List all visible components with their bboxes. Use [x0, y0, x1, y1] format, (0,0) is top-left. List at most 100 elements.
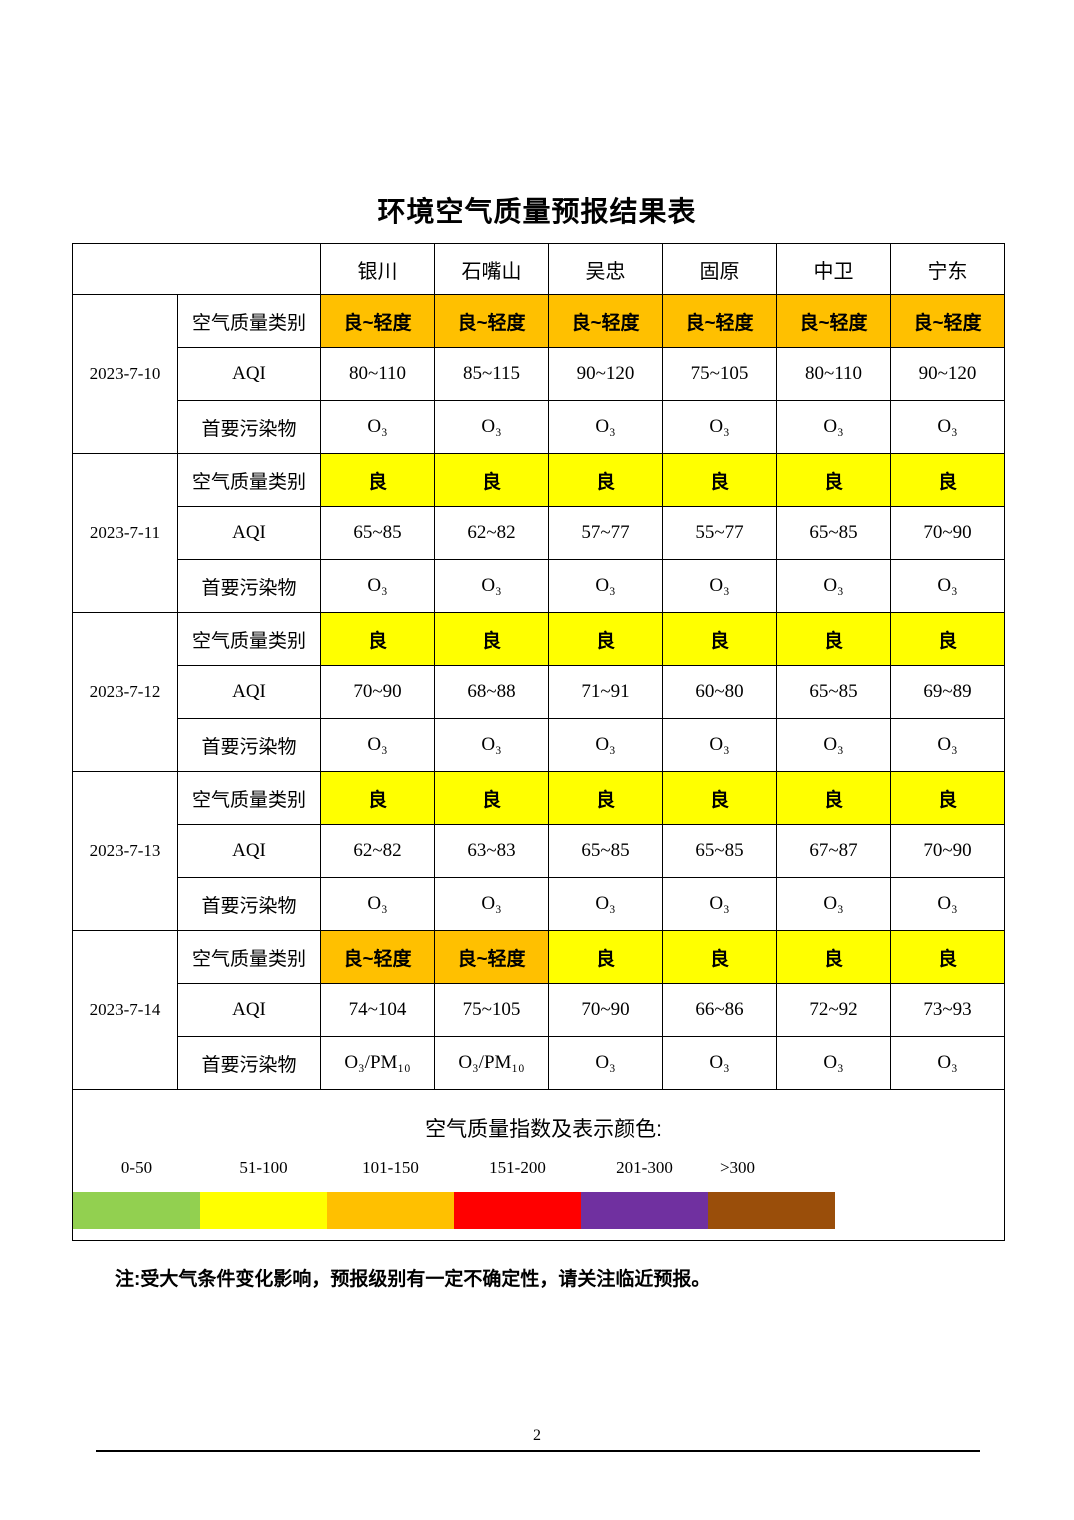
aqi-cell: 69~89: [890, 665, 1005, 719]
pollutant-cell: O₃: [890, 877, 1005, 931]
forecast-note: 注:受大气条件变化影响，预报级别有一定不确定性，请关注临近预报。: [115, 1269, 711, 1290]
pollutant-row: 首要污染物 O₃/PM₁₀ O₃/PM₁₀ O₃ O₃ O₃ O₃: [73, 1036, 1005, 1090]
row-label-aqi: AQI: [177, 506, 321, 560]
row-label-aqi: AQI: [177, 347, 321, 401]
row-label-pollutant: 首要污染物: [177, 1036, 321, 1090]
date-cell: 2023-7-14: [72, 930, 178, 1090]
category-cell: 良: [662, 453, 777, 507]
category-row: 2023-7-11 空气质量类别 良 良 良 良 良 良: [72, 453, 1005, 613]
aqi-row: AQI 62~82 63~83 65~85 65~85 67~87 70~90: [73, 824, 1005, 878]
category-cell: 良: [890, 771, 1005, 825]
pollutant-cell: O₃: [890, 559, 1005, 613]
city-header-shizuishan: 石嘴山: [434, 243, 549, 295]
pollutant-cell: O₃/PM₁₀: [320, 1036, 435, 1090]
pollutant-row: 首要污染物 O₃ O₃ O₃ O₃ O₃ O₃: [73, 559, 1005, 613]
row-label-category: 空气质量类别: [177, 294, 321, 348]
aqi-cell: 90~120: [890, 347, 1005, 401]
category-cell: 良: [320, 771, 435, 825]
pollutant-cell: O₃: [662, 877, 777, 931]
city-header-ningdong: 宁东: [890, 243, 1005, 295]
row-label-pollutant: 首要污染物: [177, 877, 321, 931]
aqi-cell: 66~86: [662, 983, 777, 1037]
pollutant-cell: O₃: [548, 1036, 663, 1090]
row-label-aqi: AQI: [177, 983, 321, 1037]
pollutant-cell: O₃: [890, 400, 1005, 454]
pollutant-row: 首要污染物 O₃ O₃ O₃ O₃ O₃ O₃: [73, 718, 1005, 772]
legend-range-label: >300: [719, 1158, 756, 1177]
pollutant-cell: O₃: [320, 718, 435, 772]
category-cell: 良~轻度: [434, 294, 549, 348]
pollutant-cell: O₃: [662, 400, 777, 454]
category-cell: 良: [890, 930, 1005, 984]
page-number: 2: [533, 1427, 541, 1444]
pollutant-cell: O₃: [434, 400, 549, 454]
legend-heading: 空气质量指数及表示颜色:: [425, 1118, 662, 1141]
category-cell: 良: [890, 453, 1005, 507]
pollutant-cell: O₃: [548, 559, 663, 613]
row-label-pollutant: 首要污染物: [177, 559, 321, 613]
row-label-aqi: AQI: [177, 824, 321, 878]
category-cell: 良: [776, 771, 891, 825]
category-cell: 良~轻度: [890, 294, 1005, 348]
corner-cell: [72, 243, 321, 295]
aqi-color-swatch-yellow: [200, 1192, 327, 1229]
aqi-legend: 空气质量指数及表示颜色: 0-50 51-100 101-150 151-200…: [72, 1089, 1005, 1241]
pollutant-row: 首要污染物 O₃ O₃ O₃ O₃ O₃ O₃: [73, 400, 1005, 454]
pollutant-cell: O₃: [662, 559, 777, 613]
category-cell: 良~轻度: [776, 294, 891, 348]
category-cell: 良: [548, 930, 663, 984]
aqi-color-swatch-orange: [327, 1192, 454, 1229]
aqi-cell: 57~77: [548, 506, 663, 560]
row-label-category: 空气质量类别: [177, 930, 321, 984]
aqi-color-swatch-green: [73, 1192, 200, 1229]
aqi-cell: 68~88: [434, 665, 549, 719]
aqi-cell: 85~115: [434, 347, 549, 401]
row-label-pollutant: 首要污染物: [177, 400, 321, 454]
aqi-cell: 70~90: [890, 824, 1005, 878]
pollutant-cell: O₃: [320, 877, 435, 931]
category-cell: 良: [434, 453, 549, 507]
aqi-row: AQI 70~90 68~88 71~91 60~80 65~85 69~89: [73, 665, 1005, 719]
pollutant-cell: O₃: [776, 559, 891, 613]
category-cell: 良~轻度: [548, 294, 663, 348]
pollutant-cell: O₃: [890, 1036, 1005, 1090]
category-row: 2023-7-10 空气质量类别 良~轻度 良~轻度 良~轻度 良~轻度 良~轻…: [72, 294, 1005, 454]
aqi-cell: 73~93: [890, 983, 1005, 1037]
category-cell: 良: [662, 612, 777, 666]
aqi-cell: 75~105: [662, 347, 777, 401]
date-cell: 2023-7-11: [72, 453, 178, 613]
category-row: 2023-7-14 空气质量类别 良~轻度 良~轻度 良 良 良 良: [72, 930, 1005, 1090]
aqi-cell: 90~120: [548, 347, 663, 401]
pollutant-cell: O₃: [662, 718, 777, 772]
category-cell: 良~轻度: [320, 294, 435, 348]
legend-range-label: 0-50: [120, 1158, 153, 1177]
category-cell: 良: [434, 771, 549, 825]
category-cell: 良: [320, 612, 435, 666]
aqi-cell: 70~90: [890, 506, 1005, 560]
date-cell: 2023-7-13: [72, 771, 178, 931]
category-cell: 良: [662, 930, 777, 984]
aqi-cell: 72~92: [776, 983, 891, 1037]
aqi-cell: 75~105: [434, 983, 549, 1037]
category-cell: 良: [890, 612, 1005, 666]
category-cell: 良~轻度: [320, 930, 435, 984]
aqi-cell: 80~110: [776, 347, 891, 401]
category-cell: 良: [662, 771, 777, 825]
pollutant-cell: O₃: [890, 718, 1005, 772]
aqi-cell: 65~85: [548, 824, 663, 878]
category-cell: 良: [548, 453, 663, 507]
city-header-zhongwei: 中卫: [776, 243, 891, 295]
category-cell: 良: [320, 453, 435, 507]
aqi-row: AQI 65~85 62~82 57~77 55~77 65~85 70~90: [73, 506, 1005, 560]
footer-divider: [96, 1450, 980, 1452]
category-row: 2023-7-13 空气质量类别 良 良 良 良 良 良: [72, 771, 1005, 931]
category-cell: 良: [776, 930, 891, 984]
pollutant-cell: O₃: [434, 718, 549, 772]
forecast-table: 银川 石嘴山 吴忠 固原 中卫 宁东 2023-7-10 空气质量类别 良~轻度…: [72, 243, 1005, 1241]
aqi-color-swatch-brown: [708, 1192, 835, 1229]
legend-color-bar: [73, 1192, 835, 1229]
legend-range-label: 101-150: [362, 1158, 419, 1177]
aqi-cell: 67~87: [776, 824, 891, 878]
pollutant-cell: O₃: [548, 718, 663, 772]
legend-range-label: 151-200: [489, 1158, 546, 1177]
